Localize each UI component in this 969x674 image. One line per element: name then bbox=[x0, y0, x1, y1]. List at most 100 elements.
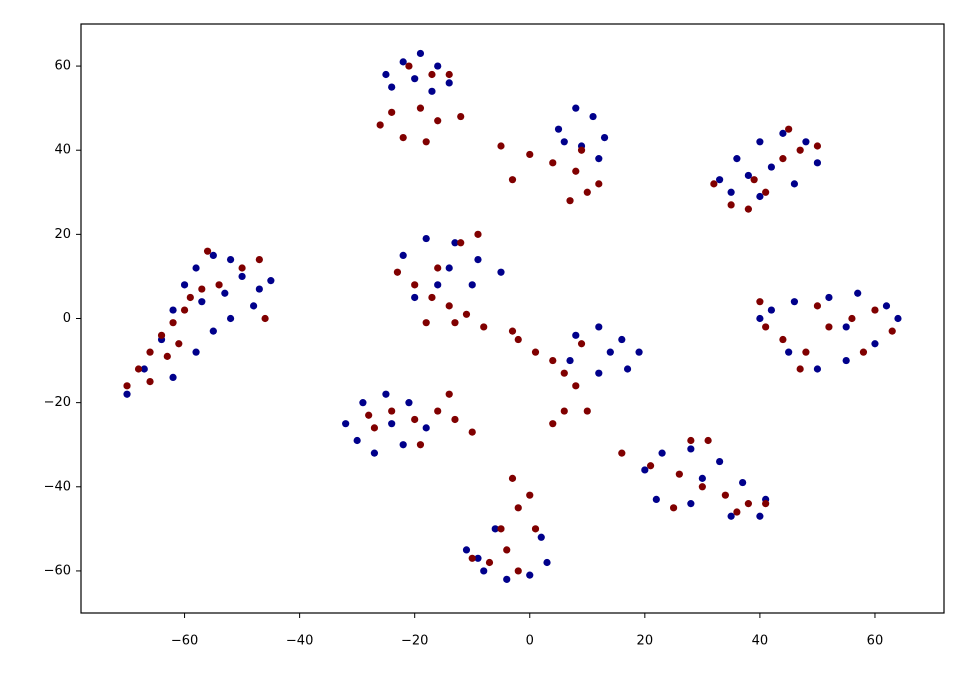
point bbox=[652, 495, 660, 504]
point bbox=[416, 104, 425, 112]
point bbox=[635, 348, 643, 356]
point bbox=[497, 142, 505, 150]
point bbox=[451, 239, 459, 247]
point bbox=[762, 188, 770, 196]
point bbox=[250, 302, 258, 310]
point bbox=[727, 512, 735, 520]
point bbox=[871, 340, 879, 348]
point bbox=[215, 281, 223, 289]
point bbox=[526, 571, 534, 579]
point bbox=[572, 104, 580, 112]
point bbox=[411, 75, 419, 83]
point bbox=[560, 407, 568, 415]
point bbox=[531, 348, 540, 356]
point bbox=[767, 306, 776, 314]
point bbox=[750, 176, 758, 184]
point bbox=[508, 474, 517, 482]
point bbox=[388, 407, 396, 415]
point bbox=[744, 171, 752, 180]
point bbox=[146, 378, 154, 386]
point bbox=[255, 285, 263, 293]
point bbox=[733, 508, 741, 516]
point bbox=[376, 121, 384, 129]
point bbox=[434, 407, 442, 415]
point bbox=[813, 302, 822, 310]
point bbox=[359, 399, 367, 407]
x-tick-label: 0 bbox=[526, 634, 534, 649]
y-tick-label: 0 bbox=[63, 311, 71, 326]
point bbox=[762, 500, 770, 508]
point bbox=[175, 340, 183, 348]
point bbox=[623, 365, 632, 373]
point bbox=[842, 323, 850, 331]
point bbox=[514, 335, 522, 344]
point bbox=[618, 335, 626, 344]
point bbox=[577, 340, 586, 348]
point bbox=[428, 293, 436, 302]
point bbox=[468, 281, 476, 289]
point bbox=[474, 554, 482, 562]
point bbox=[405, 62, 413, 70]
point bbox=[744, 500, 752, 508]
point bbox=[434, 281, 442, 289]
point bbox=[416, 441, 425, 449]
point bbox=[716, 176, 724, 184]
point bbox=[209, 327, 217, 335]
point bbox=[554, 125, 563, 133]
point bbox=[393, 268, 402, 276]
point bbox=[727, 201, 735, 209]
point bbox=[422, 424, 430, 432]
point bbox=[370, 424, 379, 432]
point bbox=[238, 272, 246, 281]
point bbox=[370, 449, 379, 457]
point bbox=[514, 504, 522, 512]
point bbox=[238, 264, 246, 272]
point bbox=[451, 415, 459, 424]
point bbox=[716, 457, 724, 466]
point bbox=[503, 546, 511, 554]
point bbox=[739, 478, 747, 487]
point bbox=[600, 133, 609, 142]
x-tick-label: −60 bbox=[171, 634, 198, 649]
point bbox=[474, 230, 482, 238]
point bbox=[226, 314, 235, 323]
point bbox=[514, 567, 522, 575]
point bbox=[842, 356, 850, 365]
y-tick-label: −60 bbox=[44, 563, 71, 578]
point bbox=[434, 117, 442, 125]
point bbox=[641, 466, 649, 474]
point bbox=[388, 420, 396, 428]
point bbox=[123, 382, 131, 390]
y-tick-label: −20 bbox=[44, 395, 71, 410]
point bbox=[180, 306, 189, 314]
point bbox=[658, 449, 666, 457]
point bbox=[825, 293, 833, 302]
point bbox=[859, 348, 868, 356]
point bbox=[428, 87, 436, 95]
point bbox=[767, 163, 776, 171]
point bbox=[422, 234, 430, 243]
point bbox=[687, 445, 695, 453]
point bbox=[462, 310, 471, 318]
point bbox=[549, 159, 557, 167]
point bbox=[549, 420, 557, 428]
point bbox=[192, 264, 200, 272]
point bbox=[698, 474, 706, 482]
y-tick-label: 40 bbox=[54, 143, 71, 158]
point bbox=[169, 319, 177, 327]
point bbox=[572, 382, 580, 390]
point bbox=[123, 390, 131, 398]
point bbox=[796, 365, 804, 373]
point bbox=[445, 390, 453, 398]
point bbox=[399, 251, 407, 259]
point bbox=[894, 314, 902, 323]
point bbox=[497, 525, 505, 533]
point bbox=[583, 407, 591, 415]
point bbox=[813, 159, 822, 167]
point bbox=[572, 331, 580, 339]
point bbox=[848, 314, 856, 323]
point bbox=[566, 356, 574, 365]
point bbox=[134, 365, 143, 373]
point bbox=[388, 83, 396, 91]
point bbox=[503, 575, 511, 583]
